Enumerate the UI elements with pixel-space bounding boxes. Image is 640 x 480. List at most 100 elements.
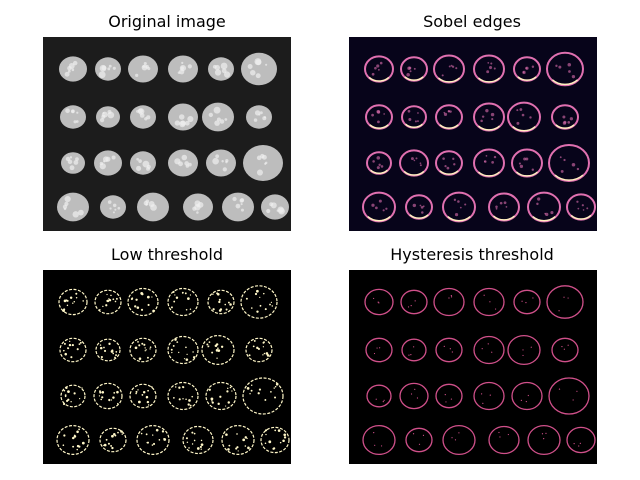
coin	[127, 287, 159, 317]
coin	[241, 52, 277, 86]
coin	[473, 287, 505, 317]
coin	[548, 377, 590, 415]
coin	[128, 55, 158, 83]
coin	[137, 192, 169, 222]
coin	[245, 337, 273, 363]
coin	[364, 288, 394, 316]
coin	[168, 55, 198, 83]
original-image-panel	[43, 37, 291, 231]
coin	[399, 149, 429, 177]
coin	[473, 54, 505, 84]
coin	[400, 56, 428, 82]
coin	[513, 289, 541, 315]
coin	[546, 51, 584, 87]
coin	[58, 288, 88, 316]
coin	[435, 150, 463, 176]
coin	[100, 195, 126, 219]
coin	[56, 425, 90, 456]
coin	[473, 335, 505, 365]
coin	[473, 102, 505, 132]
coin	[243, 145, 283, 181]
sobel-edges-panel	[349, 37, 597, 231]
coin	[433, 287, 465, 317]
low-threshold-panel	[43, 270, 291, 464]
coin	[435, 383, 463, 409]
coin	[527, 424, 561, 456]
coin	[240, 285, 278, 319]
coin	[129, 383, 157, 409]
coin	[488, 192, 520, 222]
coin	[548, 144, 590, 182]
coin	[61, 152, 85, 174]
coin	[527, 191, 561, 223]
coin	[507, 101, 541, 133]
coin	[401, 338, 427, 362]
panel-background	[43, 270, 291, 464]
coin	[130, 151, 156, 175]
coin	[366, 151, 392, 175]
coin	[507, 334, 541, 366]
sobel-edges-image	[349, 37, 597, 231]
coin	[94, 150, 122, 176]
coin	[94, 289, 122, 315]
coin	[57, 192, 89, 222]
coin	[405, 194, 433, 220]
coin	[93, 382, 123, 410]
coin	[435, 337, 463, 363]
coin	[246, 105, 272, 129]
coin	[95, 338, 121, 362]
panel-title-sobel: Sobel edges	[423, 12, 521, 31]
coin	[364, 55, 394, 83]
coin	[365, 104, 393, 130]
coin	[405, 427, 433, 453]
coin	[566, 426, 596, 454]
hysteresis-threshold-image	[349, 270, 597, 464]
coin	[205, 381, 237, 411]
coin	[95, 57, 121, 81]
coin	[400, 289, 428, 315]
coin	[511, 381, 543, 411]
coin	[442, 191, 476, 223]
panel-title-low: Low threshold	[111, 245, 223, 264]
low-threshold-image	[43, 270, 291, 464]
coin	[206, 149, 236, 177]
panel-title-original: Original image	[108, 12, 226, 31]
coin	[473, 148, 505, 178]
coin	[366, 384, 392, 408]
panel-background	[349, 270, 597, 464]
coin	[473, 381, 505, 411]
coin	[60, 105, 86, 129]
coin	[399, 382, 429, 410]
coin	[202, 102, 234, 132]
coin	[566, 193, 596, 221]
coin	[59, 337, 87, 363]
coin	[208, 57, 234, 81]
coin	[136, 425, 170, 456]
coin	[511, 148, 543, 178]
coin	[401, 105, 427, 129]
coin	[167, 381, 199, 411]
original-image	[43, 37, 291, 231]
panel-title-hysteresis: Hysteresis threshold	[390, 245, 554, 264]
coin	[130, 105, 156, 129]
coin	[183, 193, 213, 221]
coin	[488, 425, 520, 455]
coin	[167, 287, 199, 317]
coin	[167, 335, 199, 365]
coin	[551, 104, 579, 130]
coin	[221, 425, 255, 456]
coin	[222, 192, 254, 222]
coin	[96, 106, 120, 128]
coin	[551, 337, 579, 363]
hysteresis-threshold-panel	[349, 270, 597, 464]
coin	[362, 424, 396, 456]
coin	[435, 104, 463, 130]
coin	[60, 384, 86, 408]
coin	[242, 377, 284, 415]
coin	[362, 191, 396, 223]
coin	[442, 424, 476, 456]
coin	[129, 337, 157, 363]
coin	[168, 149, 198, 177]
coin	[207, 289, 235, 315]
coin	[168, 103, 198, 131]
